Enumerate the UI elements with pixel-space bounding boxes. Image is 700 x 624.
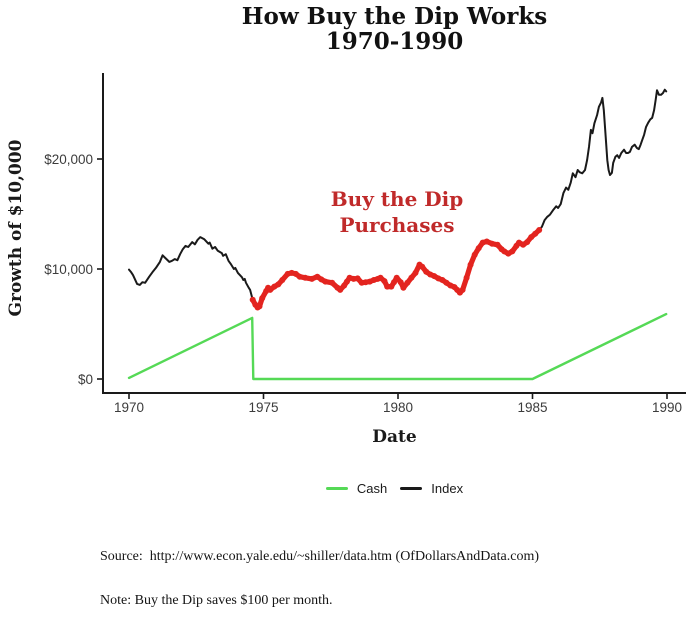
chart-canvas: $20,000 $10,000 $0 1970 1975 1980 1985 1… bbox=[44, 73, 686, 415]
cash-line bbox=[127, 312, 668, 381]
y-axis-title: Growth of $10,000 bbox=[6, 139, 26, 317]
chart-title-line1: How Buy the Dip Works bbox=[241, 3, 548, 30]
cash-line-swatch bbox=[325, 487, 348, 490]
y-tick-label-10000: $10,000 bbox=[44, 262, 93, 277]
buy-the-dip-purchase-markers bbox=[249, 227, 543, 311]
buy-the-dip-purchases-line bbox=[250, 227, 542, 311]
legend: Cash Index bbox=[103, 481, 686, 496]
buy-the-dip-annotation: Buy the Dip Purchases bbox=[247, 186, 547, 238]
chart-title-line2: 1970-1990 bbox=[325, 28, 464, 56]
legend-item-index: Index bbox=[400, 481, 463, 496]
x-tick-label-1990: 1990 bbox=[652, 400, 682, 415]
footer-notes: Source: http://www.econ.yale.edu/~shille… bbox=[100, 520, 539, 624]
legend-item-cash: Cash bbox=[325, 481, 388, 496]
legend-label-cash: Cash bbox=[356, 481, 388, 496]
y-tick-label-0: $0 bbox=[78, 372, 93, 387]
index-line-swatch bbox=[400, 487, 423, 490]
x-axis-title: Date bbox=[372, 427, 417, 447]
chart-title: How Buy the Dip Works 1970-1990 bbox=[103, 4, 686, 55]
savings-note: Note: Buy the Dip saves $100 per month. bbox=[100, 593, 333, 609]
axis-lines bbox=[102, 73, 686, 394]
annotation-line2: Purchases bbox=[339, 213, 455, 237]
y-tick-marks bbox=[97, 158, 103, 380]
x-tick-label-1985: 1985 bbox=[517, 400, 547, 415]
x-tick-marks bbox=[128, 393, 668, 399]
legend-label-index: Index bbox=[431, 481, 464, 496]
source-note: Source: http://www.econ.yale.edu/~shille… bbox=[100, 548, 539, 564]
x-tick-label-1970: 1970 bbox=[114, 400, 144, 415]
y-tick-label-20000: $20,000 bbox=[44, 152, 93, 167]
x-tick-label-1980: 1980 bbox=[383, 400, 413, 415]
annotation-line1: Buy the Dip bbox=[330, 187, 464, 211]
x-tick-label-1975: 1975 bbox=[248, 400, 278, 415]
